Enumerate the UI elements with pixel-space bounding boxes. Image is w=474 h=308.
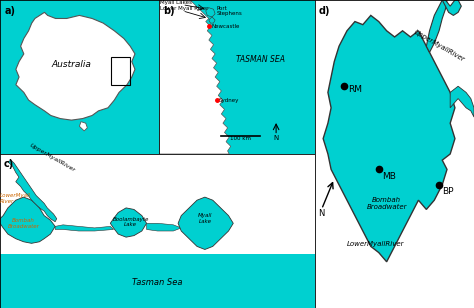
Text: d): d) xyxy=(319,6,330,16)
Polygon shape xyxy=(178,197,233,249)
Bar xyxy=(0,254,315,308)
Text: MB: MB xyxy=(382,172,396,180)
Text: LowerMyallRiver: LowerMyallRiver xyxy=(347,241,404,247)
Text: N: N xyxy=(273,135,279,141)
Bar xyxy=(111,57,130,85)
Polygon shape xyxy=(55,225,113,231)
Text: b): b) xyxy=(164,6,175,16)
Text: UpperMyallRiver: UpperMyallRiver xyxy=(28,143,76,173)
Polygon shape xyxy=(110,208,146,237)
Polygon shape xyxy=(146,223,181,231)
Polygon shape xyxy=(206,8,215,17)
Text: UpperMyallRiver: UpperMyallRiver xyxy=(412,29,465,63)
Polygon shape xyxy=(442,0,461,15)
Text: a): a) xyxy=(5,6,16,16)
Text: Myall
Lake: Myall Lake xyxy=(198,213,212,224)
Polygon shape xyxy=(323,15,455,262)
Polygon shape xyxy=(427,0,447,52)
Polygon shape xyxy=(209,17,215,23)
Text: N: N xyxy=(319,209,325,217)
Text: TASMAN SEA: TASMAN SEA xyxy=(236,55,285,63)
Text: Bombah
Broadwater: Bombah Broadwater xyxy=(366,197,407,210)
Polygon shape xyxy=(8,160,57,222)
Polygon shape xyxy=(159,0,231,154)
Polygon shape xyxy=(16,12,135,120)
Text: Boolambayte
Lake: Boolambayte Lake xyxy=(113,217,149,227)
Text: Lower Myall River: Lower Myall River xyxy=(160,6,209,11)
Text: 100 km: 100 km xyxy=(230,136,251,141)
Text: Tasman Sea: Tasman Sea xyxy=(132,278,183,287)
Text: Sydney: Sydney xyxy=(219,98,239,103)
Text: LowerMyall
River: LowerMyall River xyxy=(0,193,31,204)
Text: Bombah
Broadwater: Bombah Broadwater xyxy=(8,218,39,229)
Polygon shape xyxy=(450,86,474,117)
Polygon shape xyxy=(80,122,87,131)
Text: Newcastle: Newcastle xyxy=(211,24,239,29)
Polygon shape xyxy=(0,197,55,243)
Text: Australia: Australia xyxy=(52,60,91,69)
Text: Myall Lakes: Myall Lakes xyxy=(160,0,192,5)
Text: Port
Stephens: Port Stephens xyxy=(217,6,242,16)
Text: RM: RM xyxy=(348,85,363,94)
Text: c): c) xyxy=(3,159,13,168)
Text: BP: BP xyxy=(442,187,454,196)
